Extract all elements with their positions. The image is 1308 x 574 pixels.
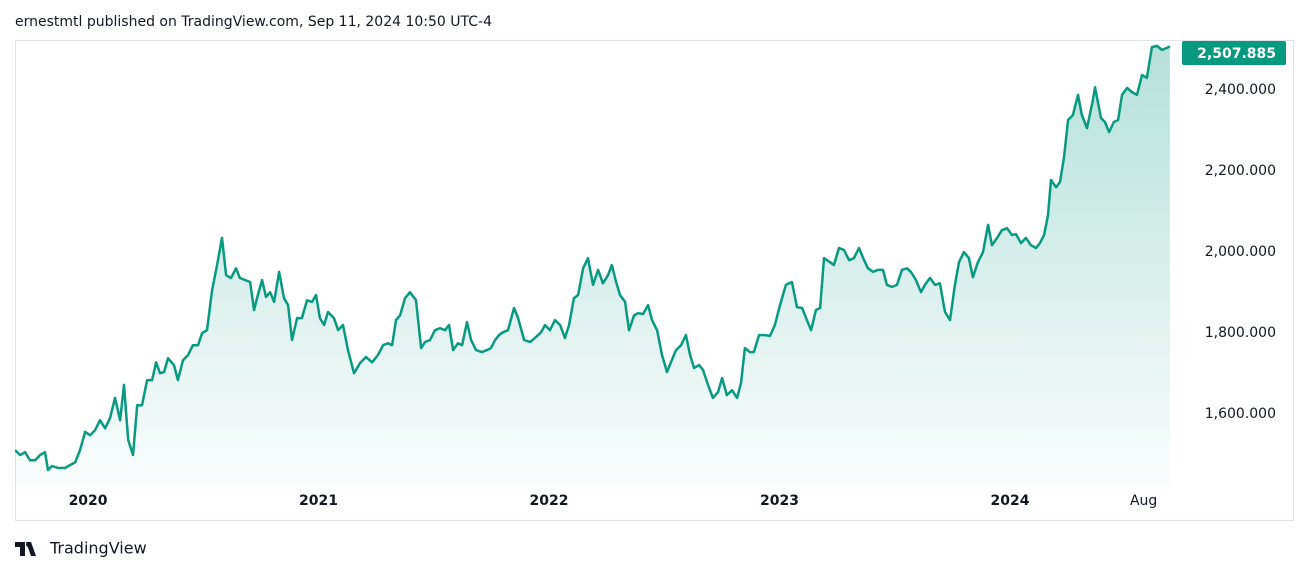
plot-area [15, 44, 1171, 485]
x-tick-label: Aug [1130, 493, 1157, 509]
area-fill [15, 45, 1170, 485]
y-tick-label: 2,000.000 [1205, 244, 1276, 260]
price-badge-label: 2,507.885 [1197, 46, 1276, 62]
x-tick-label: 2020 [69, 493, 108, 509]
y-tick-label: 1,800.000 [1205, 325, 1276, 341]
y-tick-label: 2,400.000 [1205, 82, 1276, 98]
logo [15, 542, 36, 556]
chart-frame [15, 40, 1294, 521]
logo-mark [15, 542, 36, 556]
y-tick-label: 1,600.000 [1205, 406, 1276, 422]
y-tick-label: 2,200.000 [1205, 163, 1276, 179]
x-tick-label: 2022 [530, 493, 569, 509]
price-line [15, 44, 1171, 472]
logo-dot [26, 542, 31, 547]
x-tick-label: 2024 [990, 493, 1029, 509]
x-tick-label: 2021 [299, 493, 338, 509]
footer-brand: TradingView [49, 539, 147, 558]
price-badge [1182, 41, 1286, 65]
x-tick-label: 2023 [760, 493, 799, 509]
header-text: ernestmtl published on TradingView.com, … [15, 14, 492, 30]
